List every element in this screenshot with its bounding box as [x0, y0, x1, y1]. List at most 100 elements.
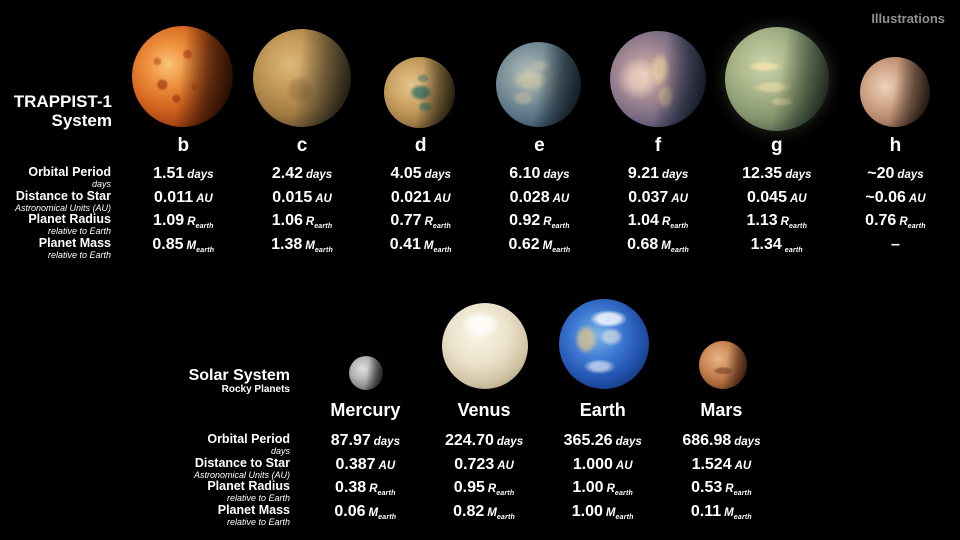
solar-row-orbital-period: Orbital Period days 87.97 days 224.70 days…	[0, 432, 781, 457]
earth-distance: 1.000 AU	[572, 456, 633, 473]
row-label-sub: days	[270, 446, 290, 456]
spacer	[0, 136, 124, 156]
solar-title-line1: Solar System	[188, 367, 290, 384]
t1-planet-label-b: b	[177, 135, 190, 156]
t1-row-distance: Distance to Star Astronomical Units (AU)…	[0, 189, 955, 214]
planet-d-illustration	[384, 57, 455, 128]
t1-e-radius: 0.92 Rearth	[509, 212, 570, 231]
row-label-text: Distance to Star	[194, 456, 290, 470]
t1-row-orbital-period: Orbital Period days 1.51 days 2.42 days 4.…	[0, 165, 955, 190]
t1-planet-label-d: d	[414, 135, 427, 156]
planet-b-illustration	[132, 26, 233, 127]
t1-f-distance: 0.037 AU	[628, 189, 688, 206]
solar-title-line2: Rocky Planets	[221, 384, 290, 395]
t1-h-distance: ~0.06 AU	[865, 189, 926, 206]
spacer	[0, 400, 306, 420]
row-label-radius: Planet Radius relative to Earth	[0, 479, 306, 504]
earth-mass: 1.00 Mearth	[571, 503, 634, 522]
venus-distance: 0.723 AU	[454, 456, 514, 473]
t1-b-mass: 0.85 Mearth	[152, 236, 215, 255]
row-label-text: Distance to Star	[15, 189, 111, 203]
t1-e-distance: 0.028 AU	[509, 189, 570, 206]
solar-planet-label-earth: Earth	[579, 400, 626, 420]
t1-c-radius: 1.06 Rearth	[271, 212, 333, 231]
t1-f-mass: 0.68 Mearth	[627, 236, 690, 255]
trappist-title-line1: TRAPPIST-1	[13, 92, 112, 111]
solar-planet-name-row: Mercury Venus Earth Mars	[0, 400, 781, 420]
mars-illustration	[699, 341, 747, 389]
row-label-sub: relative to Earth	[47, 250, 111, 260]
solar-title: Solar System Rocky Planets	[0, 367, 290, 396]
row-label-distance: Distance to Star Astronomical Units (AU)	[0, 456, 306, 481]
mars-radius: 0.53 Rearth	[691, 479, 752, 498]
t1-f-period: 9.21 days	[627, 165, 689, 182]
solar-planet-label-venus: Venus	[457, 400, 511, 420]
t1-d-mass: 0.41 Mearth	[389, 236, 452, 255]
mars-mass: 0.11 Mearth	[690, 503, 752, 522]
venus-radius: 0.95 Rearth	[453, 479, 515, 498]
row-label-sub: relative to Earth	[226, 517, 290, 527]
venus-period: 224.70 days	[444, 432, 524, 449]
t1-e-period: 6.10 days	[509, 165, 570, 182]
row-label-text: Planet Mass	[217, 503, 290, 517]
mars-period: 686.98 days	[682, 432, 761, 449]
earth-radius: 1.00 Rearth	[572, 479, 633, 498]
solar-planet-label-mars: Mars	[700, 400, 743, 420]
mercury-distance: 0.387 AU	[335, 456, 396, 473]
t1-b-period: 1.51 days	[153, 165, 214, 182]
mercury-illustration	[349, 356, 383, 390]
row-label-sub: Astronomical Units (AU)	[193, 470, 290, 480]
illustrations-caption: Illustrations	[871, 11, 945, 26]
row-label-sub: relative to Earth	[226, 493, 290, 503]
row-label-text: Planet Radius	[207, 479, 290, 493]
planet-c-illustration	[253, 29, 351, 127]
t1-h-period: ~20 days	[867, 165, 924, 182]
row-label-sub: days	[91, 179, 111, 189]
t1-g-radius: 1.13 Rearth	[746, 212, 808, 231]
earth-period: 365.26 days	[563, 432, 642, 449]
t1-c-mass: 1.38 Mearth	[271, 236, 333, 255]
row-label-orbital-period: Orbital Period days	[0, 165, 124, 190]
t1-e-mass: 0.62 Mearth	[508, 236, 571, 255]
t1-g-period: 12.35 days	[742, 165, 812, 182]
t1-planet-letter-row: b c d e f g h	[0, 136, 955, 156]
solar-row-radius: Planet Radius relative to Earth 0.38 Rear…	[0, 479, 781, 504]
t1-c-period: 2.42 days	[271, 165, 333, 182]
row-label-mass: Planet Mass relative to Earth	[0, 236, 124, 261]
row-label-radius: Planet Radius relative to Earth	[0, 213, 124, 237]
t1-d-radius: 0.77 Rearth	[390, 212, 451, 231]
t1-f-radius: 1.04 Rearth	[627, 212, 689, 231]
solar-row-distance: Distance to Star Astronomical Units (AU)…	[0, 456, 781, 481]
row-label-text: Orbital Period	[207, 432, 290, 446]
t1-row-mass: Planet Mass relative to Earth 0.85 Mearth…	[0, 236, 955, 261]
mercury-period: 87.97 days	[330, 432, 400, 449]
trappist-title: TRAPPIST-1 System	[0, 92, 112, 130]
t1-h-radius: 0.76 Rearth	[865, 212, 926, 231]
row-label-mass: Planet Mass relative to Earth	[0, 503, 306, 528]
solar-row-mass: Planet Mass relative to Earth 0.06 Mearth…	[0, 503, 781, 528]
earth-illustration	[559, 299, 649, 389]
solar-planet-label-mercury: Mercury	[330, 400, 401, 420]
row-label-distance: Distance to Star Astronomical Units (AU)	[0, 189, 124, 214]
row-label-sub: relative to Earth	[47, 226, 111, 236]
t1-c-distance: 0.015 AU	[272, 189, 332, 206]
t1-planet-label-g: g	[770, 135, 783, 156]
t1-planet-label-c: c	[296, 135, 308, 156]
planet-g-illustration	[725, 27, 829, 131]
row-label-sub: Astronomical Units (AU)	[14, 203, 111, 213]
mercury-radius: 0.38 Rearth	[335, 479, 396, 498]
trappist-title-line2: System	[51, 111, 112, 130]
t1-planet-label-h: h	[889, 135, 902, 156]
planet-h-illustration	[860, 57, 930, 127]
row-label-text: Orbital Period	[28, 165, 111, 179]
t1-b-distance: 0.011 AU	[153, 189, 213, 206]
t1-planet-label-e: e	[534, 135, 545, 156]
mercury-mass: 0.06 Mearth	[334, 503, 397, 522]
planet-e-illustration	[496, 42, 581, 127]
row-label-text: Planet Mass	[38, 236, 111, 250]
mars-distance: 1.524 AU	[691, 456, 752, 473]
row-label-orbital-period: Orbital Period days	[0, 432, 306, 457]
t1-b-radius: 1.09 Rearth	[153, 212, 214, 231]
t1-d-period: 4.05 days	[390, 165, 451, 182]
